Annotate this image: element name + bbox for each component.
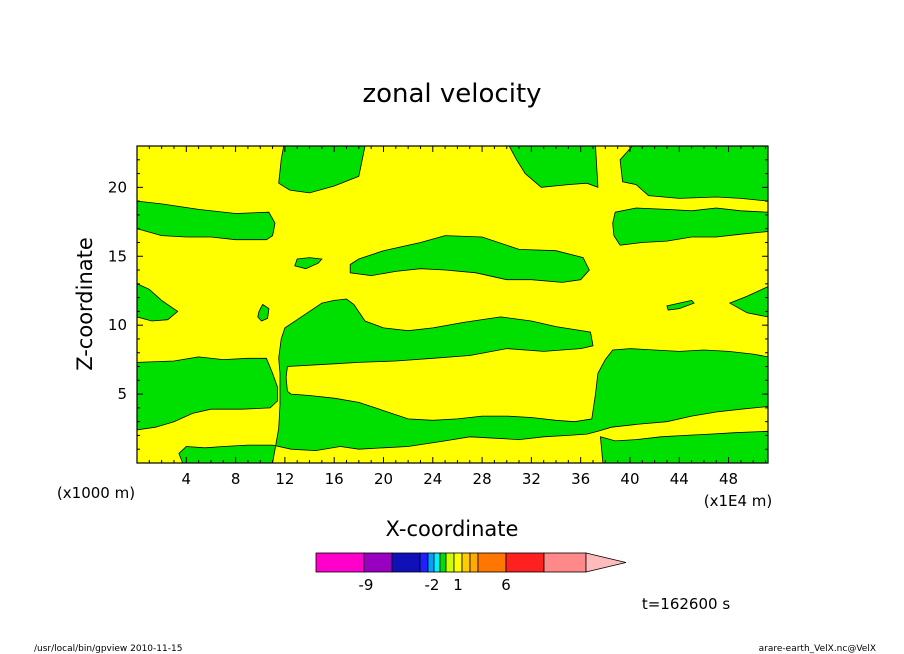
colorbar-segment <box>363 552 393 573</box>
colorbar-segment <box>505 552 545 573</box>
x-tick-label: 32 <box>522 470 541 488</box>
y-tick-label: 5 <box>117 385 127 403</box>
y-axis-label: Z-coordinate <box>73 237 97 371</box>
colorbar-segment <box>445 552 455 573</box>
colorbar-arrow <box>585 552 627 573</box>
colorbar-segment <box>469 552 479 573</box>
x-unit-label: (x1E4 m) <box>704 492 773 510</box>
contour-region-13 <box>178 298 769 464</box>
time-label: t=162600 s <box>642 595 730 613</box>
colorbar-segment <box>477 552 507 573</box>
contour-region-12 <box>136 356 278 431</box>
colorbar-segment <box>433 552 441 573</box>
colorbar-segment <box>439 552 447 573</box>
colorbar-segment <box>391 552 421 573</box>
x-tick-label: 36 <box>571 470 590 488</box>
contour-region-10 <box>666 299 695 311</box>
contour-region-6 <box>349 235 590 283</box>
contour-region-5 <box>612 207 769 246</box>
contour-region-3 <box>508 145 599 188</box>
colorbar-segment <box>543 552 587 573</box>
contour-region-9 <box>257 303 270 322</box>
colorbar-segment <box>427 552 435 573</box>
contour-region-1 <box>278 145 366 194</box>
colorbar-segment <box>419 552 429 573</box>
x-tick-label: 16 <box>325 470 344 488</box>
x-tick-label: 12 <box>275 470 294 488</box>
colorbar-segment <box>453 552 463 573</box>
plot-frame <box>136 145 769 464</box>
contour-region-8 <box>136 283 179 322</box>
colorbar-segment <box>315 552 365 573</box>
footer-right: arare-earth_VelX.nc@VelX <box>759 644 876 654</box>
y-tick-label: 10 <box>108 316 127 334</box>
x-tick-label: 40 <box>620 470 639 488</box>
x-tick-label: 28 <box>473 470 492 488</box>
colorbar: -9 -2 1 6 <box>315 552 627 594</box>
y-unit-label: (x1000 m) <box>57 484 135 502</box>
colorbar-tick-label: 1 <box>453 576 463 594</box>
colorbar-tick-label: 6 <box>501 576 511 594</box>
colorbar-tick-label: -2 <box>425 576 440 594</box>
x-tick-label: 24 <box>423 470 442 488</box>
colorbar-segment <box>461 552 471 573</box>
x-tick-label: 8 <box>231 470 241 488</box>
contour-region-2 <box>136 200 276 241</box>
contour-region-7 <box>294 257 323 270</box>
x-tick-label: 4 <box>182 470 192 488</box>
x-axis-label: X-coordinate <box>386 517 519 541</box>
y-tick-label: 20 <box>108 178 127 196</box>
chart-title: zonal velocity <box>362 79 541 109</box>
x-tick-label: 48 <box>719 470 738 488</box>
x-tick-label: 44 <box>670 470 689 488</box>
x-tick-label: 20 <box>374 470 393 488</box>
plot-area <box>136 145 769 464</box>
y-tick-label: 15 <box>108 247 127 265</box>
colorbar-tick-label: -9 <box>359 576 374 594</box>
footer-left: /usr/local/bin/gpview 2010-11-15 <box>34 644 182 654</box>
